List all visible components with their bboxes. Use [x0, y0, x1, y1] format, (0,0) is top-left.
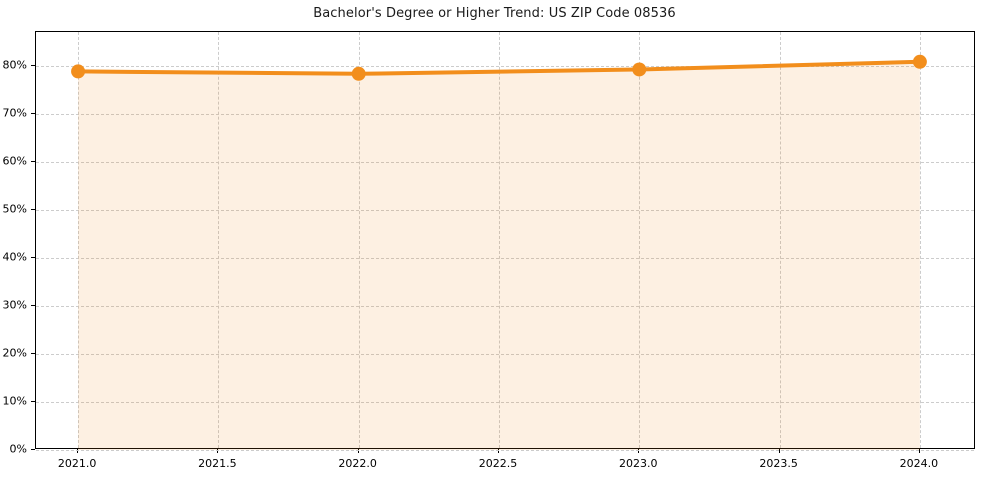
data-point-marker[interactable] — [71, 64, 86, 79]
y-axis-tick-label: 30% — [2, 298, 27, 312]
x-axis-tick-label: 2024.0 — [899, 457, 939, 470]
gridline-horizontal — [36, 305, 974, 307]
x-axis-tick-mark — [778, 449, 780, 453]
x-axis-tick-label: 2023.0 — [619, 457, 658, 470]
grid-layer — [36, 32, 974, 451]
x-axis-tick-mark — [497, 449, 499, 453]
data-point-marker[interactable] — [351, 66, 366, 81]
y-axis-tick-mark — [31, 352, 35, 354]
gridline-horizontal — [36, 209, 974, 211]
gridline-vertical — [78, 32, 80, 448]
gridline-horizontal — [36, 450, 974, 451]
x-axis-tick-label: 2023.5 — [759, 457, 798, 470]
x-axis-tick-mark — [77, 449, 79, 453]
gridline-horizontal — [36, 65, 974, 67]
y-axis-tick-label: 80% — [2, 58, 27, 72]
y-axis-tick-mark — [31, 449, 35, 450]
y-axis-tick-label: 50% — [2, 202, 27, 216]
gridline-vertical — [498, 32, 500, 448]
x-axis-tick-mark — [918, 449, 920, 453]
plot-area — [35, 31, 975, 451]
line-series-bachelors-degree — [71, 54, 927, 450]
gridline-horizontal — [36, 161, 974, 163]
chart-title: Bachelor's Degree or Higher Trend: US ZI… — [313, 6, 676, 21]
area-fill — [78, 61, 920, 450]
y-axis-tick-label: 40% — [2, 250, 27, 264]
data-point-marker[interactable] — [912, 54, 927, 69]
y-axis-tick-mark — [31, 208, 35, 210]
gridline-horizontal — [36, 353, 974, 355]
data-point-marker[interactable] — [632, 62, 647, 77]
gridline-horizontal — [36, 257, 974, 259]
gridline-vertical — [358, 32, 360, 448]
y-axis-tick-mark — [31, 256, 35, 258]
x-axis-tick-label: 2021.0 — [57, 457, 97, 470]
y-axis-tick-mark — [31, 112, 35, 114]
gridline-vertical — [218, 32, 220, 448]
y-axis-tick-mark — [31, 400, 35, 402]
x-axis-tick-label: 2021.5 — [198, 457, 237, 470]
x-axis-tick-label: 2022.0 — [338, 457, 377, 470]
y-axis-tick-label: 60% — [2, 154, 27, 168]
x-axis-tick-mark — [638, 449, 640, 453]
gridline-horizontal — [36, 401, 974, 403]
gridline-vertical — [919, 32, 921, 448]
x-axis-tick-mark — [357, 449, 359, 453]
trend-line — [76, 59, 922, 76]
y-axis-tick-label: 70% — [2, 106, 27, 120]
y-axis-tick-label: 20% — [2, 346, 27, 360]
gridline-vertical — [779, 32, 781, 448]
x-axis-tick-labels: 2021.0 2021.5 2022.0 2022.5 2023.0 2023.5 2024… — [35, 449, 975, 489]
y-axis-tick-label: 10% — [2, 394, 27, 408]
x-axis-tick-mark — [217, 449, 219, 453]
y-axis-tick-labels: 0% 10% 20% 30% 40% 50% 60% 70% 80% — [0, 31, 35, 456]
y-axis-tick-mark — [31, 304, 35, 306]
x-axis-tick-label: 2022.5 — [478, 457, 518, 470]
y-axis-tick-label: 0% — [9, 442, 27, 456]
gridline-horizontal — [36, 113, 974, 115]
data-layer — [36, 32, 974, 450]
y-axis-tick-mark — [31, 160, 35, 162]
y-axis-tick-mark — [31, 64, 35, 66]
gridline-vertical — [639, 32, 641, 448]
